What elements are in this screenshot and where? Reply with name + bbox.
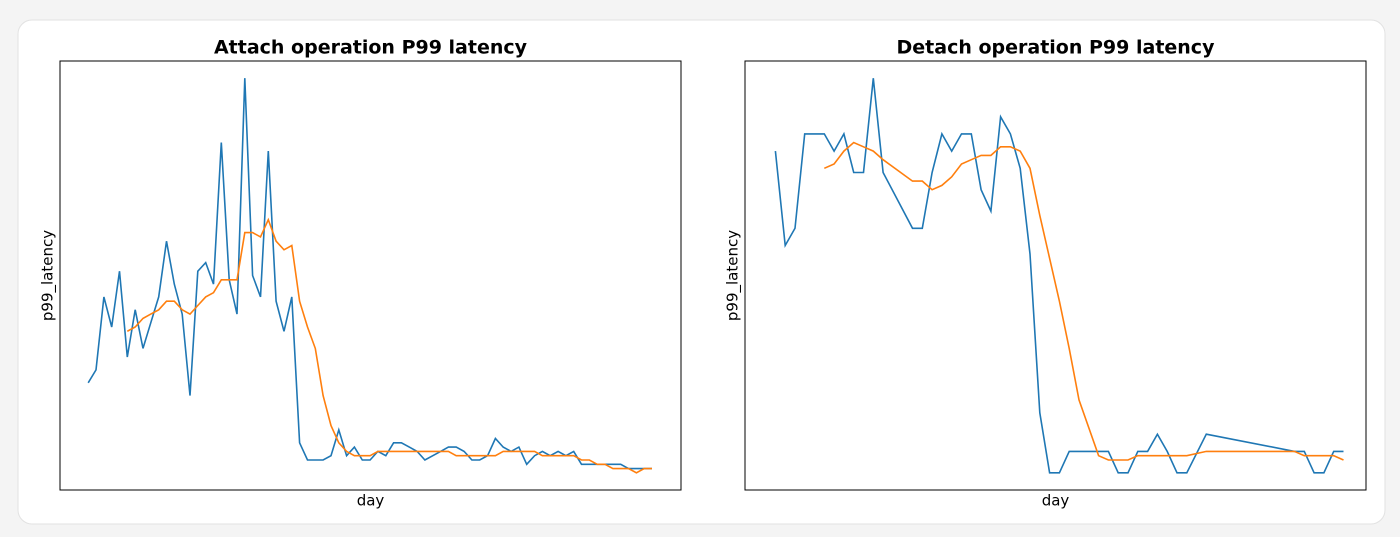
line-series [126,217,652,474]
chart-title: Attach operation P99 latency [214,37,528,59]
plot-frame [59,60,682,491]
y-axis-label: p99_latency [724,230,743,321]
card [17,19,1386,525]
line-series [823,141,1344,461]
line-series [87,78,652,470]
x-axis-label: day [357,492,385,510]
plot-frame [744,60,1367,491]
line-series [774,78,1344,474]
chart-title: Detach operation P99 latency [897,37,1216,59]
y-axis-label: p99_latency [39,230,58,321]
x-axis-label: day [1042,492,1070,510]
